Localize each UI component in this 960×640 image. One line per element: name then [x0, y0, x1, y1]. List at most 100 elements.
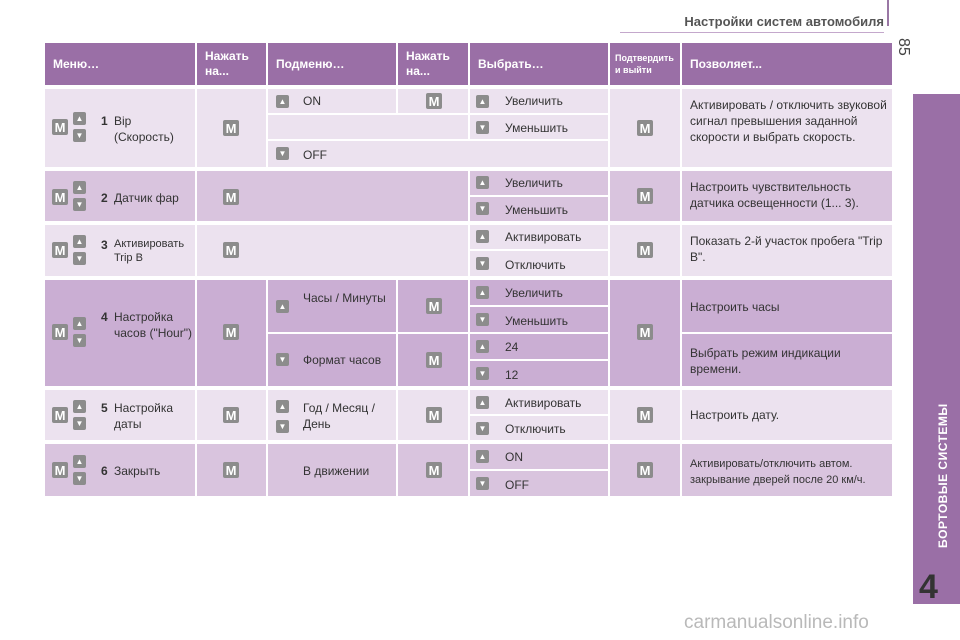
row-6-select-2-cell — [470, 471, 608, 496]
row-4-sub-b-cell — [268, 334, 396, 386]
row-2-number: 2 — [101, 191, 108, 205]
up-arrow-icon: ▲ — [276, 300, 289, 313]
down-arrow-icon: ▼ — [476, 422, 489, 435]
row-4-sub-a: Часы / Минуты — [303, 291, 386, 305]
header-divider — [887, 0, 889, 26]
up-arrow-icon: ▲ — [73, 235, 86, 248]
up-arrow-icon: ▲ — [73, 455, 86, 468]
up-arrow-icon: ▲ — [476, 95, 489, 108]
m-button-icon: M — [637, 462, 653, 478]
header-allows: Позволяет... — [682, 43, 892, 85]
row-1-select-1-cell — [470, 89, 608, 113]
row-5-select-2: Отключить — [505, 422, 566, 436]
m-button-icon: M — [426, 352, 442, 368]
row-3-press-cell — [197, 225, 468, 276]
page-header-title: Настройки систем автомобиля — [684, 14, 884, 29]
up-arrow-icon: ▲ — [476, 450, 489, 463]
header-confirm: Подтвердить и выйти — [610, 43, 680, 85]
down-arrow-icon: ▼ — [476, 121, 489, 134]
row-4-menu-cell — [45, 280, 195, 386]
up-arrow-icon: ▲ — [73, 317, 86, 330]
down-arrow-icon: ▼ — [476, 257, 489, 270]
m-button-icon: M — [637, 188, 653, 204]
row-6-select-1-cell — [470, 444, 608, 469]
row-4-description-a: Настроить часы — [682, 280, 892, 332]
m-button-icon: M — [223, 462, 239, 478]
row-3-description: Показать 2-й участок пробега "Trip B". — [682, 225, 892, 276]
down-arrow-icon: ▼ — [73, 472, 86, 485]
row-2-select-1-cell — [470, 171, 608, 195]
section-side-tab — [913, 94, 960, 604]
row-3-select-1: Активировать — [505, 230, 582, 244]
header-select: Выбрать… — [470, 43, 608, 85]
m-button-icon: M — [223, 407, 239, 423]
m-button-icon: M — [52, 407, 68, 423]
row-1-number: 1 — [101, 114, 108, 128]
m-button-icon: M — [223, 242, 239, 258]
header-rule — [620, 32, 884, 33]
row-6-description: Активировать/отключить автом. закрывание… — [682, 444, 892, 496]
row-1-sub-on-cell — [268, 89, 396, 113]
chapter-number: 4 — [919, 568, 938, 606]
row-1-menu-cell — [45, 89, 195, 167]
row-5-select-1: Активировать — [505, 396, 582, 410]
header-press-1: Нажать на... — [197, 43, 266, 85]
m-button-icon: M — [52, 462, 68, 478]
row-3-menu-label: Активировать Trip B — [114, 238, 185, 264]
row-4-sub-a-cell — [268, 280, 396, 332]
row-4-select-2: Уменьшить — [505, 314, 568, 328]
up-arrow-icon: ▲ — [476, 340, 489, 353]
row-1-select-1: Увеличить — [505, 94, 563, 108]
row-3-number: 3 — [101, 238, 108, 252]
header-submenu: Подменю… — [268, 43, 396, 85]
row-4-select-4: 12 — [505, 368, 519, 382]
m-button-icon: M — [223, 324, 239, 340]
row-1-description: Активировать / отключить звуковой сигнал… — [682, 89, 892, 167]
row-2-menu-label: Датчик фар — [114, 191, 179, 205]
m-button-icon: M — [637, 120, 653, 136]
m-button-icon: M — [637, 242, 653, 258]
m-button-icon: M — [223, 189, 239, 205]
row-5-select-2-cell — [470, 416, 608, 440]
row-5-select-1-cell — [470, 390, 608, 414]
row-2-select-2-cell — [470, 197, 608, 221]
m-button-icon: M — [426, 298, 442, 314]
row-2-select-1: Увеличить — [505, 176, 563, 190]
up-arrow-icon: ▲ — [276, 95, 289, 108]
row-4-select-1: Увеличить — [505, 286, 563, 300]
row-1-menu-label: Bip (Скорость) — [114, 114, 174, 144]
row-3-select-1-cell — [470, 225, 608, 249]
row-4-number: 4 — [101, 310, 108, 324]
m-button-icon: M — [426, 407, 442, 423]
m-button-icon: M — [426, 93, 442, 109]
row-4-sub-b: Формат часов — [303, 353, 382, 367]
up-arrow-icon: ▲ — [476, 396, 489, 409]
section-side-tab-label: БОРТОВЫЕ СИСТЕМЫ — [936, 403, 950, 548]
down-arrow-icon: ▼ — [73, 129, 86, 142]
row-6-menu-cell — [45, 444, 195, 496]
down-arrow-icon: ▼ — [476, 313, 489, 326]
up-arrow-icon: ▲ — [476, 176, 489, 189]
down-arrow-icon: ▼ — [73, 198, 86, 211]
row-1-select-2-cell — [470, 115, 608, 139]
row-2-press-cell — [197, 171, 468, 221]
row-6-number: 6 — [101, 464, 108, 478]
row-6-select-1: ON — [505, 450, 523, 464]
row-1-sub-off: OFF — [303, 148, 327, 162]
row-5-description: Настроить дату. — [682, 390, 892, 440]
m-button-icon: M — [52, 324, 68, 340]
row-4-description-b: Выбрать режим индикации времени. — [682, 334, 892, 386]
m-button-icon: M — [52, 242, 68, 258]
down-arrow-icon: ▼ — [276, 420, 289, 433]
row-1-middle-cell — [268, 115, 468, 139]
m-button-icon: M — [637, 407, 653, 423]
row-1-sub-on: ON — [303, 94, 321, 108]
watermark: carmanualsonline.info — [684, 612, 869, 633]
row-2-description: Настроить чувствительность датчика освещ… — [682, 171, 892, 221]
row-1-select-2: Уменьшить — [505, 121, 568, 135]
row-3-select-2-cell — [470, 251, 608, 276]
m-button-icon: M — [223, 120, 239, 136]
row-5-number: 5 — [101, 401, 108, 415]
down-arrow-icon: ▼ — [476, 367, 489, 380]
page-number: 85 — [895, 38, 912, 56]
